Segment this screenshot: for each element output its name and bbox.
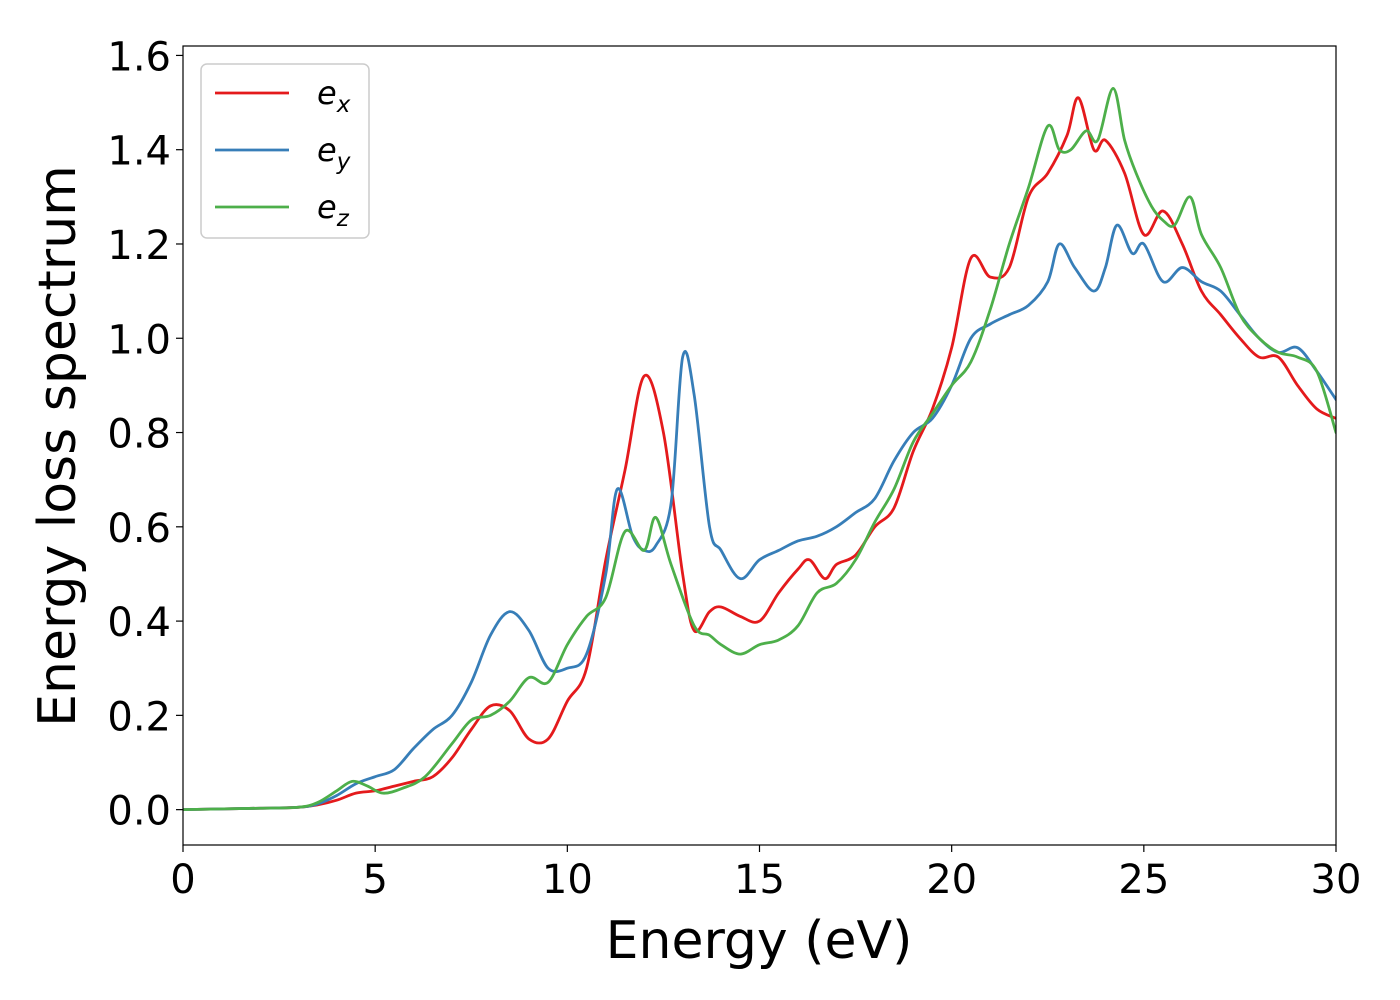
legend-label-base: e [317,74,337,112]
y-tick-label: 1.0 [107,317,171,363]
y-axis-label: Energy loss spectrum [28,165,88,727]
x-tick-label: 10 [542,857,593,903]
legend-label-y: ey [317,131,351,175]
legend-label-z: ez [317,188,350,232]
x-tick-label: 0 [170,857,195,903]
x-tick-label: 5 [362,857,387,903]
legend-label-x: ex [317,74,351,118]
x-axis-label: Energy (eV) [606,911,913,971]
legend-label-subscript: z [336,206,350,232]
y-tick-label: 1.2 [107,223,171,269]
series-line-y [183,223,1336,812]
y-tick-label: 0.8 [107,412,171,458]
y-tick-label: 0.6 [107,506,171,552]
series-layer [183,87,1336,812]
legend-label-subscript: y [336,149,351,175]
series-line-z [183,87,1336,812]
y-tick-label: 0.4 [107,600,171,646]
y-tick-label: 1.6 [107,34,171,80]
x-tick-label: 20 [926,857,977,903]
x-tick-label: 25 [1118,857,1169,903]
y-tick-label: 1.4 [107,129,171,175]
series-line-x [183,96,1336,812]
y-tick-label: 0.0 [107,789,171,835]
x-tick-label: 30 [1311,857,1362,903]
legend-label-base: e [317,188,337,226]
x-axis-ticks: 0 5 10 15 20 25 30 [170,845,1361,903]
x-tick-label: 15 [734,857,785,903]
y-tick-label: 0.2 [107,694,171,740]
plot-background [183,46,1336,845]
legend-label-subscript: x [336,92,351,118]
y-axis-ticks: 0.0 0.2 0.4 0.6 0.8 1.0 1.2 1.4 1.6 [107,34,183,835]
legend-label-base: e [317,131,337,169]
